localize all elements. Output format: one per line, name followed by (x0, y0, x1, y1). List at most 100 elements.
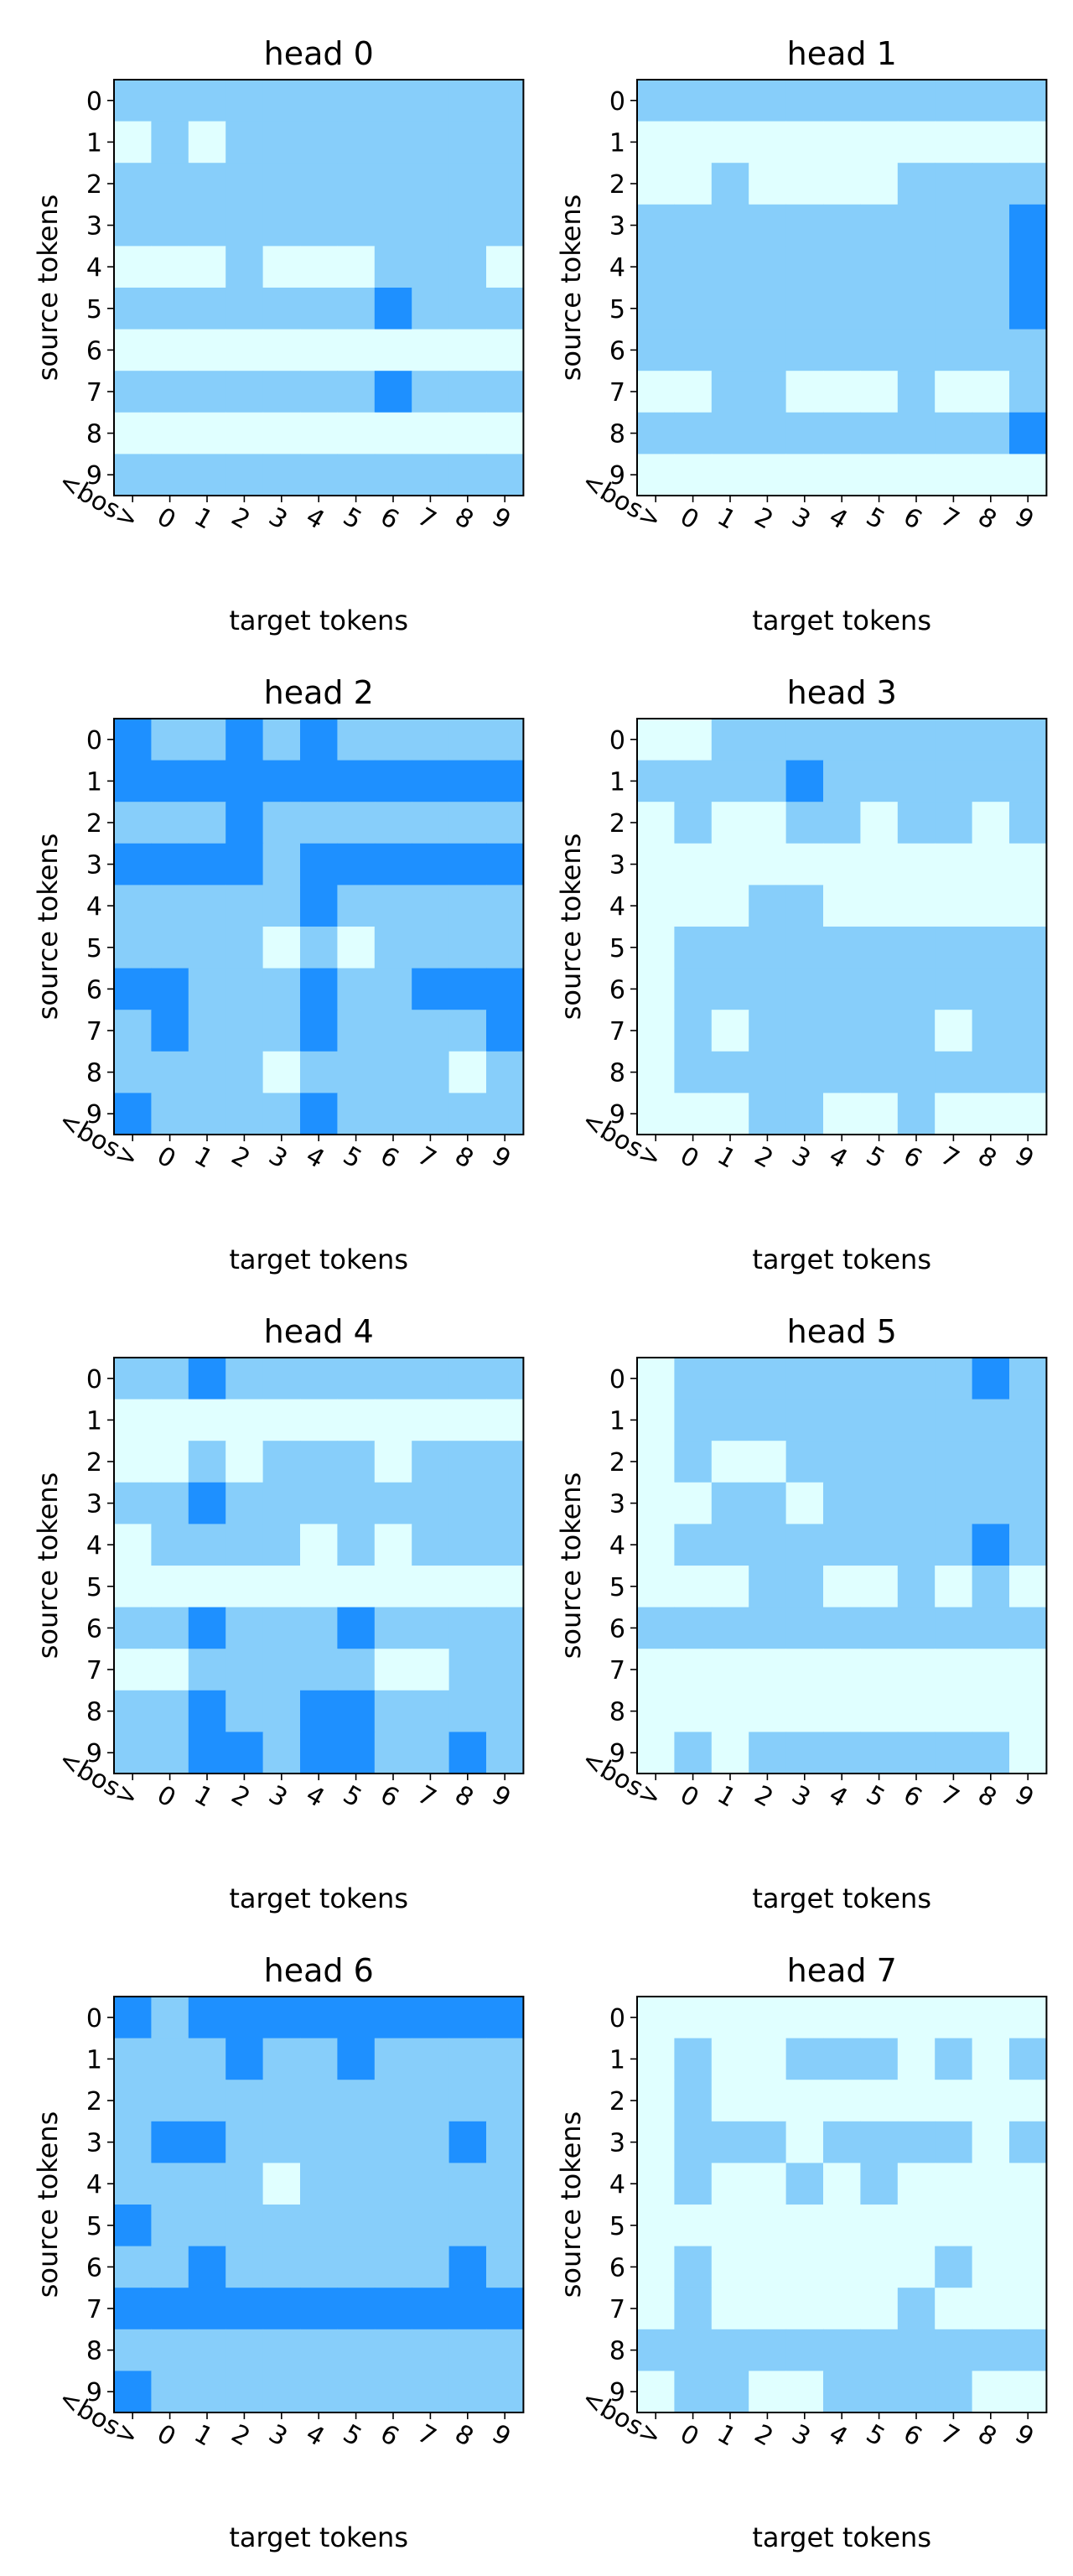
y-tick-label: 3 (86, 212, 102, 242)
heatmap-cell (114, 2080, 152, 2122)
heatmap-cell (972, 1649, 1010, 1691)
y-tick-label: 4 (86, 892, 102, 922)
heatmap-cell (337, 163, 376, 205)
heatmap-cell (823, 885, 861, 927)
heatmap-cell (262, 1399, 301, 1441)
heatmap-cell (823, 1051, 861, 1093)
y-tick-label: 2 (86, 2087, 102, 2116)
heatmap-cell (785, 1399, 824, 1441)
heatmap-cell (860, 927, 899, 969)
heatmap-cell (374, 1524, 412, 1566)
heatmap-cell (860, 1607, 899, 1649)
heatmap-cell (711, 927, 749, 969)
heatmap-cell (337, 1482, 376, 1524)
heatmap-cell (897, 1732, 936, 1774)
heatmap-cell (114, 1010, 152, 1052)
heatmap-cell (785, 1441, 824, 1483)
heatmap-cell (300, 2205, 338, 2247)
heatmap-cell (262, 1093, 301, 1135)
heatmap-cell (749, 2121, 787, 2163)
heatmap-cell (785, 2163, 824, 2205)
heatmap-cell (935, 2121, 973, 2163)
heatmap-cell (674, 968, 713, 1010)
heatmap-cell (749, 2246, 787, 2288)
heatmap-cell (860, 246, 899, 288)
heatmap-cell (935, 719, 973, 761)
heatmap-cell (188, 1566, 226, 1608)
heatmap-cell (448, 1441, 487, 1483)
heatmap-cell (972, 719, 1010, 761)
heatmap-cell (785, 329, 824, 371)
heatmap-cell (486, 2288, 524, 2330)
heatmap-cell (300, 163, 338, 205)
heatmap-cell (114, 927, 152, 969)
heatmap-cell (188, 80, 226, 122)
heatmap-cell (412, 2288, 450, 2330)
heatmap-cell (637, 1399, 675, 1441)
heatmap-cell (749, 1441, 787, 1483)
y-tick-label: 0 (86, 1365, 102, 1394)
heatmap-cell (486, 968, 524, 1010)
heatmap-cell (188, 246, 226, 288)
heatmap-cell (711, 163, 749, 205)
heatmap-cell (1009, 885, 1047, 927)
heatmap-cell (637, 1566, 675, 1608)
heatmap-cell (262, 412, 301, 454)
heatmap-cell (448, 843, 487, 886)
y-tick-label: 2 (86, 1448, 102, 1478)
y-tick-label: 5 (86, 1573, 102, 1602)
y-tick-label: 5 (609, 1573, 625, 1602)
heatmap-cell (151, 760, 189, 802)
heatmap-cell (374, 371, 412, 413)
y-tick-label: 6 (86, 2253, 102, 2283)
heatmap-cell (637, 1732, 675, 1774)
heatmap-cell (860, 121, 899, 164)
y-tick-label: 8 (86, 2337, 102, 2366)
y-tick-label: 2 (609, 170, 625, 200)
heatmap-cell (486, 802, 524, 844)
heatmap-cell (188, 1051, 226, 1093)
heatmap-cell (486, 1093, 524, 1135)
heatmap-cell (860, 163, 899, 205)
heatmap-cell (188, 371, 226, 413)
heatmap-cell (674, 1524, 713, 1566)
heatmap-cell (1009, 802, 1047, 844)
heatmap-cell (412, 1607, 450, 1649)
heatmap-cell (749, 454, 787, 496)
heatmap-cell (674, 1690, 713, 1732)
heatmap-cell (114, 843, 152, 886)
heatmap-cell (711, 2080, 749, 2122)
heatmap-cell (151, 927, 189, 969)
heatmap-cell (300, 2121, 338, 2163)
heatmap-cell (785, 2080, 824, 2122)
heatmap-cell (262, 1649, 301, 1691)
heatmap-cell (300, 1093, 338, 1135)
heatmap-cell (225, 1690, 264, 1732)
heatmap-cell (674, 927, 713, 969)
y-tick-label: 8 (609, 1059, 625, 1088)
heatmap-cell (262, 2163, 301, 2205)
y-tick-label: 2 (609, 809, 625, 839)
heatmap-cell (262, 371, 301, 413)
heatmap-cell (823, 2288, 861, 2330)
heatmap-cell (151, 80, 189, 122)
heatmap-cell (300, 1482, 338, 1524)
heatmap-cell (674, 2121, 713, 2163)
heatmap-cell (337, 371, 376, 413)
x-tick-label: 7 (936, 2419, 964, 2453)
heatmap-cell (823, 288, 861, 330)
heatmap-cell (749, 204, 787, 247)
heatmap-cell (1009, 1482, 1047, 1524)
x-tick-label: 6 (376, 2419, 404, 2453)
heatmap-cell (972, 1441, 1010, 1483)
heatmap-cell (860, 1399, 899, 1441)
heatmap-cell (711, 204, 749, 247)
heatmap-cell (1009, 1997, 1047, 2039)
heatmap-cell (374, 2205, 412, 2247)
heatmap-cell (300, 1566, 338, 1608)
x-tick-label: 0 (675, 2419, 703, 2453)
heatmap-cell (114, 2163, 152, 2205)
heatmap-cell (674, 163, 713, 205)
heatmap-cell (448, 719, 487, 761)
